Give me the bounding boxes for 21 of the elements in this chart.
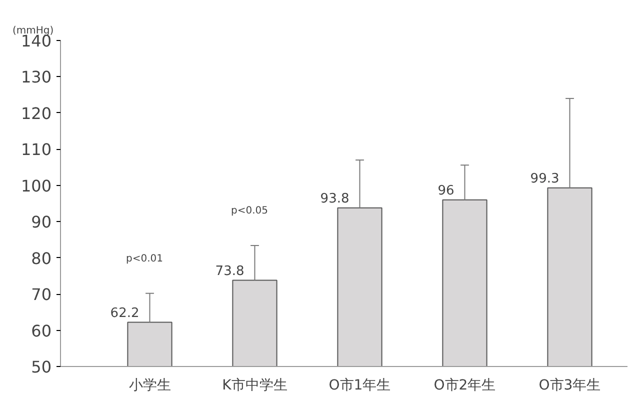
y-tick-label: 70 bbox=[31, 285, 52, 304]
x-tick-label: K市中学生 bbox=[222, 378, 288, 394]
y-tick-label: 120 bbox=[20, 104, 52, 123]
y-tick-label: 60 bbox=[31, 321, 52, 340]
y-tick-label: 90 bbox=[31, 212, 52, 232]
data-label: 93.8 bbox=[320, 191, 350, 206]
x-tick-label: O市2年生 bbox=[434, 378, 496, 394]
y-tick-label: 80 bbox=[31, 248, 52, 268]
y-tick-label: 50 bbox=[31, 358, 52, 376]
x-tick-label: O市3年生 bbox=[538, 378, 601, 394]
y-tick-label: 130 bbox=[20, 68, 52, 87]
annotation: p<0.01 bbox=[126, 253, 164, 264]
y-tick-label: 100 bbox=[20, 176, 52, 196]
x-tick-label: O市1年生 bbox=[328, 378, 391, 394]
annotation: p<0.05 bbox=[231, 206, 268, 217]
data-label: 96 bbox=[438, 183, 454, 198]
x-tick-label: 小学生 bbox=[128, 378, 171, 394]
y-tick-label: 110 bbox=[20, 140, 52, 160]
data-label: 62.2 bbox=[110, 306, 140, 321]
data-label: 99.3 bbox=[530, 171, 560, 186]
data-label: 73.8 bbox=[215, 264, 244, 279]
